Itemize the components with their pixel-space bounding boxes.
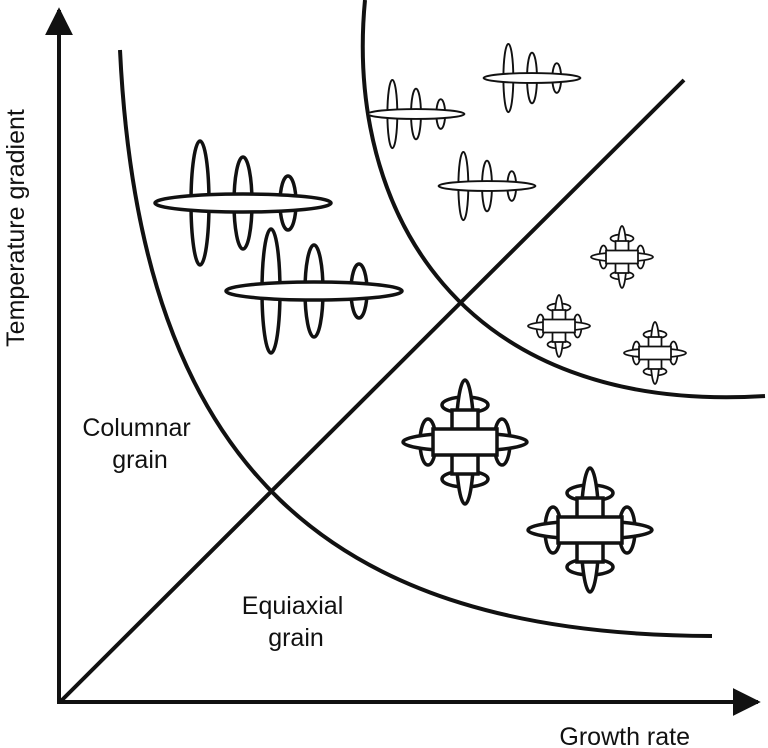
dendritic-cellular-boundary-curve xyxy=(360,0,766,400)
y-axis-label: Temperature gradient xyxy=(2,109,30,347)
columnar-equiaxed-boundary-curve xyxy=(118,49,713,638)
equiaxed-dendrites xyxy=(401,225,687,594)
equiaxed-dendrite xyxy=(526,466,654,594)
columnar-dendrites xyxy=(153,42,582,355)
columnar-dendrite xyxy=(482,42,582,114)
diagonal-transition-line xyxy=(58,78,686,704)
equiaxial-grain-label: Equiaxial grain xyxy=(242,592,350,652)
columnar-dendrite xyxy=(224,227,404,355)
equiaxed-dendrite xyxy=(590,225,654,289)
columnar-dendrite xyxy=(153,139,333,267)
equiaxial-grain-label-line1: Equiaxial xyxy=(242,592,343,620)
equiaxed-dendrite xyxy=(623,321,687,385)
equiaxed-dendrite xyxy=(401,378,529,506)
equiaxed-dendrite xyxy=(527,294,591,358)
columnar-grain-label-line1: Columnar xyxy=(82,414,190,442)
equiaxial-grain-label-line2: grain xyxy=(268,624,324,652)
columnar-dendrite xyxy=(437,150,537,222)
columnar-dendrite xyxy=(366,78,466,150)
columnar-grain-label-line2: grain xyxy=(112,446,168,474)
columnar-grain-label: Columnar grain xyxy=(82,414,197,474)
x-axis-label: Growth rate xyxy=(559,723,690,748)
